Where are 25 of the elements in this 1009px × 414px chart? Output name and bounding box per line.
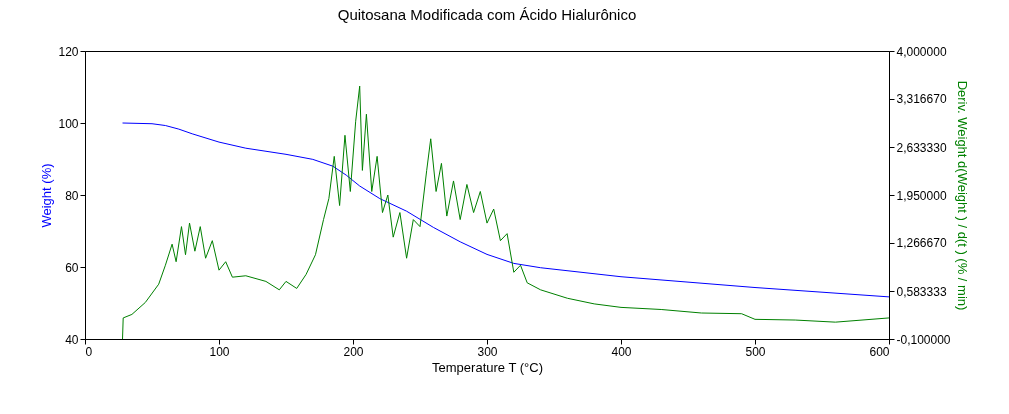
y2-tick-label: 4,000000 [896, 44, 947, 59]
y-tick-label: 120 [58, 44, 79, 59]
y2-tick-label: 2,633330 [896, 140, 947, 155]
y-axis-title: Weight (%) [39, 163, 55, 228]
y2-tick-label: 0,583333 [896, 284, 947, 299]
x-tick-label: 400 [611, 344, 632, 359]
y2-tick-label: 1,266670 [896, 236, 947, 251]
y2-tick-label: -0,100000 [896, 332, 951, 347]
y2-axis-title: Deriv. Weight d(Weight ) / d(t ) (% / min) [954, 80, 970, 311]
x-tick-label: 100 [209, 344, 230, 359]
x-tick-label: 500 [745, 344, 766, 359]
line-series [122, 122, 890, 298]
y-tick-label: 60 [65, 260, 79, 275]
x-tick-label: 0 [85, 344, 93, 359]
chart-title: Quitosana Modificada com Ácido Hialurônico [337, 6, 637, 23]
y-tick-label: 80 [65, 188, 79, 203]
x-tick-label: 200 [343, 344, 364, 359]
y2-tick-label: 3,316670 [896, 92, 947, 107]
y-tick-label: 40 [65, 332, 79, 347]
x-tick-label: 600 [869, 344, 890, 359]
y2-tick-label: 1,950000 [896, 188, 947, 203]
line-series [122, 85, 890, 340]
x-tick-label: 300 [477, 344, 498, 359]
x-axis-title: Temperature T (°C) [432, 359, 543, 375]
y-tick-label: 100 [58, 116, 79, 131]
